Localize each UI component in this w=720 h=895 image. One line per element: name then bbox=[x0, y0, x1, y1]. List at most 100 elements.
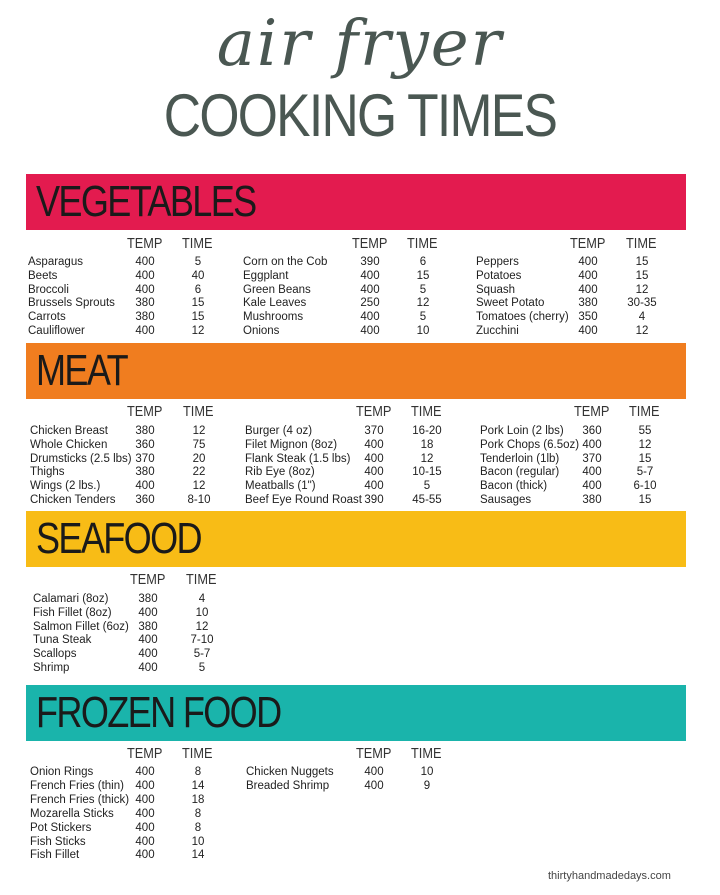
table-row: Fish Fillet (8oz) 400 10 bbox=[33, 606, 242, 620]
food-name: Kale Leaves bbox=[243, 297, 307, 310]
table-row: Salmon Fillet (6oz) 380 12 bbox=[33, 620, 242, 634]
table-row: Pork Loin (2 lbs) 360 55 bbox=[480, 424, 685, 438]
time-value: 14 bbox=[191, 779, 205, 792]
temp-header: TEMP bbox=[127, 745, 163, 762]
time-value: 18 bbox=[420, 438, 434, 451]
section-title: FROZEN FOOD bbox=[36, 688, 282, 737]
food-name: Calamari (8oz) bbox=[33, 593, 109, 605]
time-header: TIME bbox=[626, 235, 657, 252]
table-row: Calamari (8oz) 380 4 bbox=[33, 592, 242, 606]
food-name: Potatoes bbox=[476, 269, 522, 282]
temp-value: 400 bbox=[135, 849, 155, 862]
table-row: Asparagus 400 5 bbox=[28, 255, 238, 269]
temp-value: 400 bbox=[135, 835, 155, 848]
time-value: 10 bbox=[416, 325, 430, 337]
time-value: 5 bbox=[419, 311, 427, 324]
table-row: Corn on the Cob 390 6 bbox=[243, 255, 463, 269]
table-row: Potatoes 400 15 bbox=[476, 269, 682, 283]
time-value: 22 bbox=[192, 466, 206, 479]
time-value: 20 bbox=[192, 452, 206, 465]
temp-value: 400 bbox=[364, 766, 384, 778]
time-value: 15 bbox=[638, 452, 652, 465]
table-row: Onions 400 10 bbox=[243, 324, 463, 338]
temp-value: 380 bbox=[582, 494, 602, 506]
table-row: Drumsticks (2.5 lbs) 370 20 bbox=[30, 452, 239, 466]
time-value: 12 bbox=[192, 425, 206, 437]
table-row: Chicken Nuggets 400 10 bbox=[246, 765, 467, 779]
temp-header: TEMP bbox=[352, 235, 388, 252]
food-name: Sausages bbox=[480, 494, 532, 506]
table-row: Carrots 380 15 bbox=[28, 310, 238, 324]
time-value: 10-15 bbox=[412, 466, 442, 479]
temp-header: TEMP bbox=[570, 235, 606, 252]
temp-value: 400 bbox=[135, 793, 155, 806]
food-name: Flank Steak (1.5 lbs) bbox=[245, 452, 351, 465]
temp-value: 400 bbox=[138, 634, 158, 647]
time-value: 7-10 bbox=[190, 634, 214, 647]
temp-value: 370 bbox=[582, 452, 602, 465]
food-name: Onions bbox=[243, 325, 280, 337]
time-value: 14 bbox=[191, 849, 205, 862]
temp-header: TEMP bbox=[356, 403, 392, 420]
time-value: 5 bbox=[194, 256, 202, 268]
temp-header: TEMP bbox=[127, 235, 163, 252]
food-name: Eggplant bbox=[243, 269, 289, 282]
time-value: 9 bbox=[423, 779, 431, 792]
table-row: Shrimp 400 5 bbox=[33, 661, 242, 675]
table-row: Green Beans 400 5 bbox=[243, 283, 463, 297]
section-title: MEAT bbox=[36, 346, 129, 395]
time-value: 6-10 bbox=[633, 480, 657, 493]
food-name: Bacon (regular) bbox=[480, 466, 560, 479]
food-name: Burger (4 oz) bbox=[245, 425, 313, 437]
temp-value: 400 bbox=[582, 438, 602, 451]
time-value: 5 bbox=[198, 662, 206, 674]
table-row: Whole Chicken 360 75 bbox=[30, 438, 239, 452]
temp-value: 400 bbox=[135, 480, 155, 493]
food-name: Carrots bbox=[28, 311, 66, 324]
food-name: Filet Mignon (8oz) bbox=[245, 438, 338, 451]
time-value: 10 bbox=[420, 766, 434, 778]
temp-value: 400 bbox=[135, 766, 155, 778]
table-row: Pot Stickers 400 8 bbox=[30, 821, 238, 835]
table-row: Chicken Breast 380 12 bbox=[30, 424, 239, 438]
food-name: Mushrooms bbox=[243, 311, 304, 324]
section-banner-meat: MEAT bbox=[26, 343, 686, 399]
time-value: 15 bbox=[191, 297, 205, 310]
temp-value: 400 bbox=[578, 325, 598, 337]
food-name: Green Beans bbox=[243, 283, 311, 296]
temp-value: 360 bbox=[135, 494, 155, 506]
food-name: Fish Sticks bbox=[30, 835, 86, 848]
table-row: Pork Chops (6.5oz) 400 12 bbox=[480, 438, 685, 452]
time-value: 18 bbox=[191, 793, 205, 806]
time-value: 8 bbox=[194, 766, 202, 778]
temp-value: 400 bbox=[360, 311, 380, 324]
table-row: Tenderloin (1lb) 370 15 bbox=[480, 452, 685, 466]
table-row: Chicken Tenders 360 8-10 bbox=[30, 493, 239, 507]
table-row: Meatballs (1") 400 5 bbox=[245, 479, 467, 493]
food-name: Scallops bbox=[33, 648, 77, 661]
temp-value: 400 bbox=[582, 466, 602, 479]
temp-value: 380 bbox=[138, 593, 158, 605]
table-row: Breaded Shrimp 400 9 bbox=[246, 779, 467, 793]
table-row: Tuna Steak 400 7-10 bbox=[33, 633, 242, 647]
time-value: 45-55 bbox=[412, 494, 442, 506]
time-header: TIME bbox=[411, 745, 442, 762]
temp-header: TEMP bbox=[130, 571, 166, 588]
temp-value: 400 bbox=[578, 283, 598, 296]
food-name: Fish Fillet (8oz) bbox=[33, 606, 112, 619]
food-name: Peppers bbox=[476, 256, 519, 268]
food-name: Corn on the Cob bbox=[243, 256, 328, 268]
time-value: 10 bbox=[191, 835, 205, 848]
time-header: TIME bbox=[407, 235, 438, 252]
temp-value: 380 bbox=[578, 297, 598, 310]
temp-value: 400 bbox=[364, 466, 384, 479]
table-row: Beef Eye Round Roast 390 45-55 bbox=[245, 493, 467, 507]
table-row: Fish Fillet 400 14 bbox=[30, 848, 238, 862]
section-banner-seafood: SEAFOOD bbox=[26, 511, 686, 567]
time-header: TIME bbox=[183, 403, 214, 420]
temp-header: TEMP bbox=[574, 403, 610, 420]
time-header: TIME bbox=[629, 403, 660, 420]
temp-value: 400 bbox=[364, 438, 384, 451]
food-name: Salmon Fillet (6oz) bbox=[33, 620, 129, 633]
food-name: Chicken Tenders bbox=[30, 494, 116, 506]
